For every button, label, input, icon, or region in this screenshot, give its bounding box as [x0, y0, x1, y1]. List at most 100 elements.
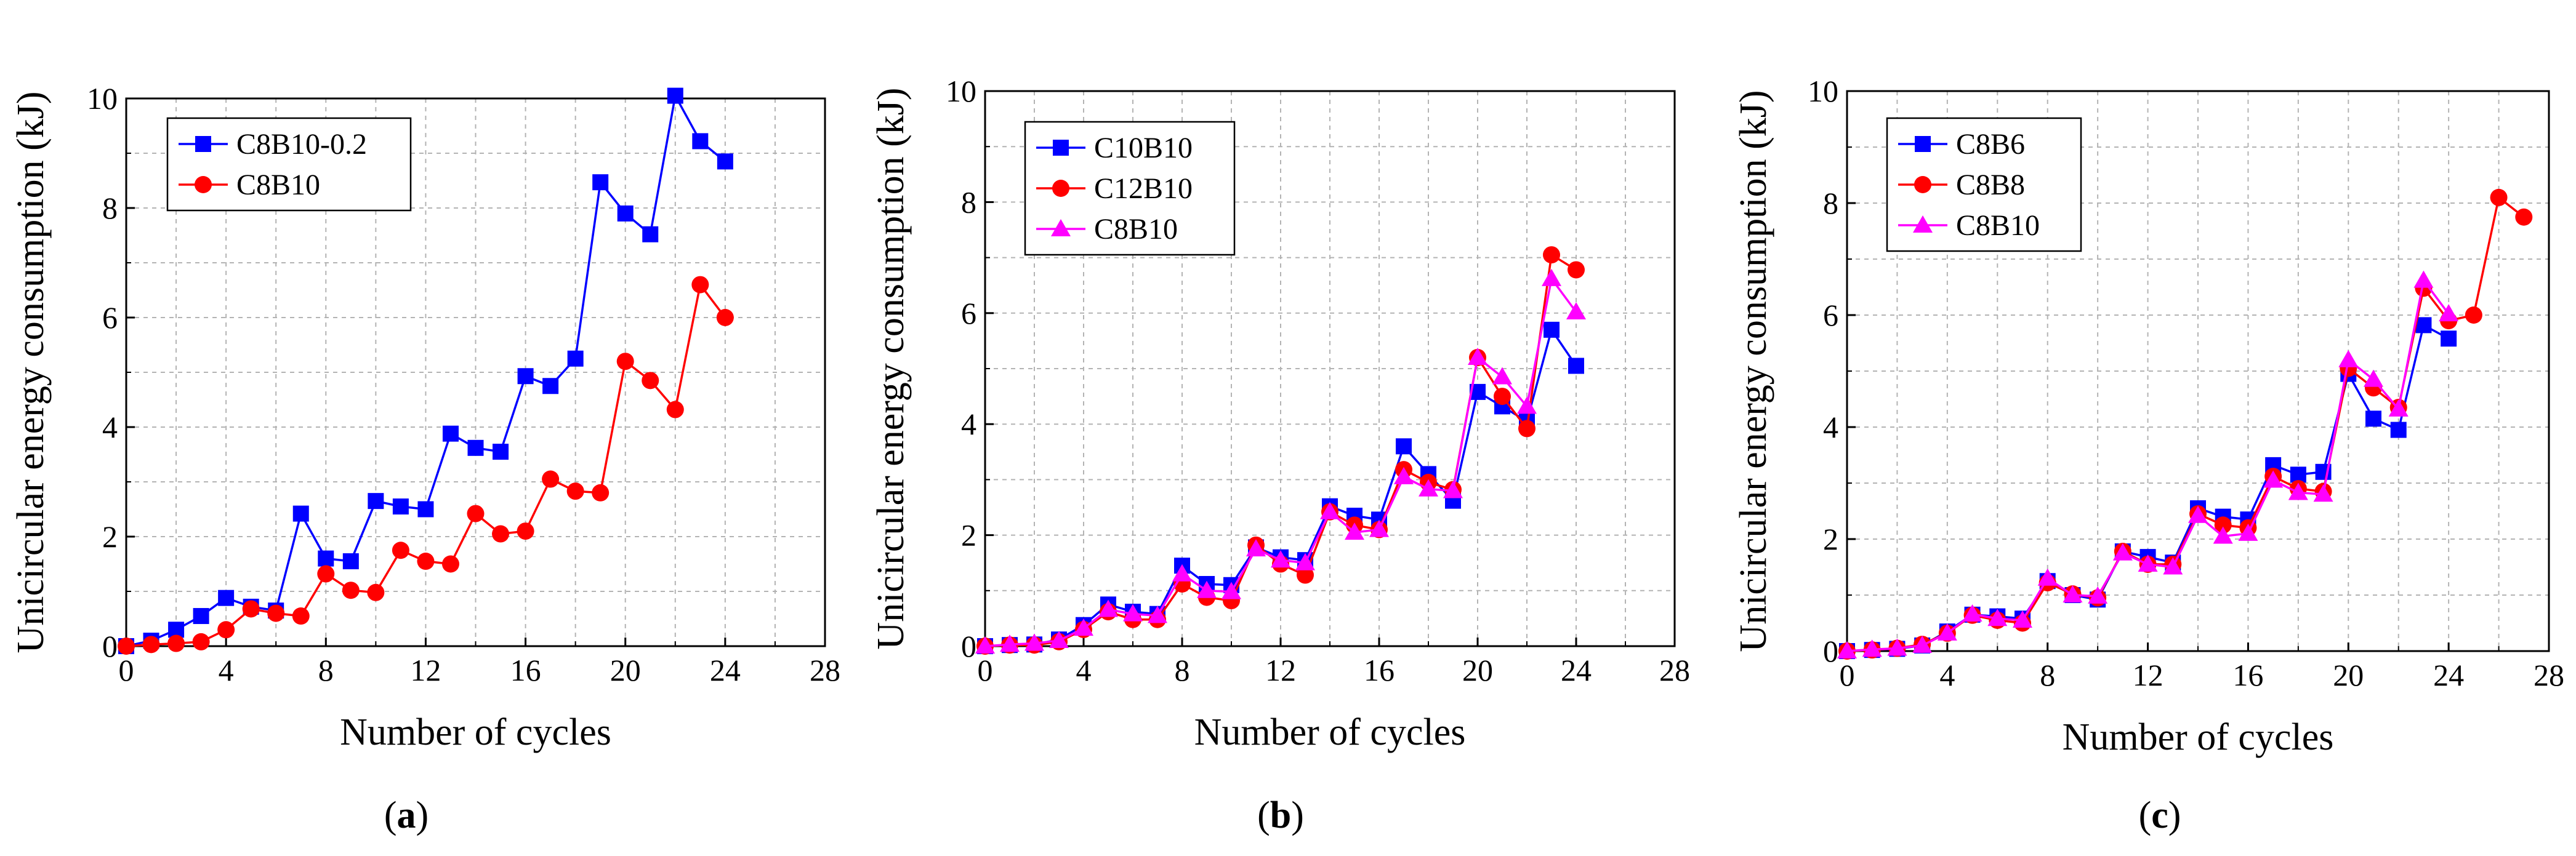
data-point [1912, 635, 1933, 653]
y-axis-title: Unicircular energy consumption (kJ) [10, 91, 52, 653]
legend-marker [1915, 136, 1931, 152]
data-point [1295, 553, 1315, 570]
caption-letter: c [2151, 794, 2168, 836]
data-point [292, 505, 309, 522]
x-tick-label: 0 [978, 653, 993, 687]
y-tick-label: 4 [102, 410, 118, 444]
legend-box [166, 117, 412, 212]
gridlines [985, 91, 1675, 646]
data-point [2413, 270, 2434, 288]
data-point [1544, 321, 1560, 338]
legend-marker [1913, 215, 1933, 233]
series-line [1846, 195, 2525, 652]
data-point [2214, 516, 2232, 534]
y-tick-label: 8 [102, 191, 118, 225]
data-point [1074, 618, 1093, 636]
data-point [517, 522, 534, 540]
data-point [218, 590, 235, 606]
legend-label: C8B10 [1094, 213, 1178, 246]
data-point [1271, 550, 1290, 568]
y-axis-title: Unicircular energy consumption (kJ) [870, 87, 912, 649]
data-point [1123, 604, 1143, 622]
legend-entry: C8B10 [1898, 209, 2040, 242]
x-tick-label: 20 [1462, 653, 1493, 687]
y-tick-label: 4 [1823, 410, 1838, 444]
legend-marker [195, 136, 211, 152]
legend-label: C8B10 [1956, 209, 2040, 242]
x-tick-label: 12 [1265, 653, 1296, 687]
data-point [217, 621, 235, 639]
data-point [1246, 539, 1266, 557]
caption-letter: a [397, 794, 416, 836]
data-point [666, 401, 684, 418]
data-point [467, 505, 485, 522]
y-axis-title: Unicircular energy consumption (kJ) [1733, 90, 1774, 652]
data-point [1369, 519, 1389, 537]
x-axis-title: Number of cycles [1194, 711, 1466, 753]
data-point [417, 501, 434, 518]
legend-marker [1053, 140, 1069, 156]
data-point [2188, 505, 2208, 523]
data-point [2063, 585, 2083, 602]
y-tick-label: 2 [961, 518, 976, 553]
data-point [392, 542, 409, 559]
data-point [492, 525, 510, 543]
data-point [2013, 610, 2032, 628]
y-tick-label: 6 [1823, 298, 1838, 332]
data-point [716, 309, 734, 326]
caption-letter: b [1270, 794, 1291, 836]
data-point [2288, 482, 2308, 500]
data-point [442, 425, 459, 442]
y-tick-label: 8 [1823, 186, 1838, 220]
data-point [1937, 623, 1957, 641]
legend-entry: C10B10 [1036, 132, 1193, 164]
data-point [2415, 317, 2432, 334]
legend-entry: C8B10 [1036, 213, 1178, 246]
data-point [1492, 367, 1512, 385]
x-tick-label: 16 [2232, 658, 2263, 692]
data-point [1494, 388, 1511, 406]
data-point [2313, 484, 2333, 502]
legend-label: C12B10 [1094, 172, 1193, 205]
data-point [1297, 566, 1314, 584]
legend-marker [1052, 180, 1069, 197]
legend-entry: C12B10 [1036, 172, 1193, 205]
data-point [1543, 246, 1560, 264]
data-point [2163, 557, 2183, 575]
y-tick-label: 10 [946, 74, 976, 108]
series-C8B10-0.2 [118, 87, 733, 654]
data-point [592, 484, 610, 502]
legend-entry: C8B10 [179, 169, 320, 201]
data-point [318, 550, 334, 567]
x-tick-label: 28 [810, 653, 840, 687]
data-point [1468, 347, 1487, 365]
data-point [1000, 634, 1020, 652]
data-point [2112, 543, 2133, 561]
data-point [1320, 502, 1340, 519]
data-point [368, 493, 384, 510]
data-point [317, 565, 335, 583]
data-point [2037, 568, 2058, 586]
x-tick-label: 24 [710, 653, 741, 687]
data-point [1419, 479, 1438, 497]
legend-label: C8B10-0.2 [236, 128, 367, 161]
x-axis-title: Number of cycles [2063, 716, 2334, 758]
data-point [118, 638, 135, 655]
data-point [1518, 420, 1536, 438]
y-tick-label: 6 [961, 296, 976, 330]
data-point [691, 276, 709, 294]
data-point [2263, 470, 2284, 488]
data-point [592, 174, 609, 191]
x-tick-label: 16 [1364, 653, 1395, 687]
x-tick-label: 20 [2333, 658, 2364, 692]
data-point [567, 350, 584, 367]
data-point [1394, 466, 1414, 484]
data-point [1098, 599, 1118, 617]
x-tick-label: 8 [1175, 653, 1190, 687]
x-tick-label: 8 [318, 653, 334, 687]
data-point [566, 482, 584, 500]
data-point [1222, 582, 1241, 599]
legend-label: C10B10 [1094, 132, 1193, 164]
